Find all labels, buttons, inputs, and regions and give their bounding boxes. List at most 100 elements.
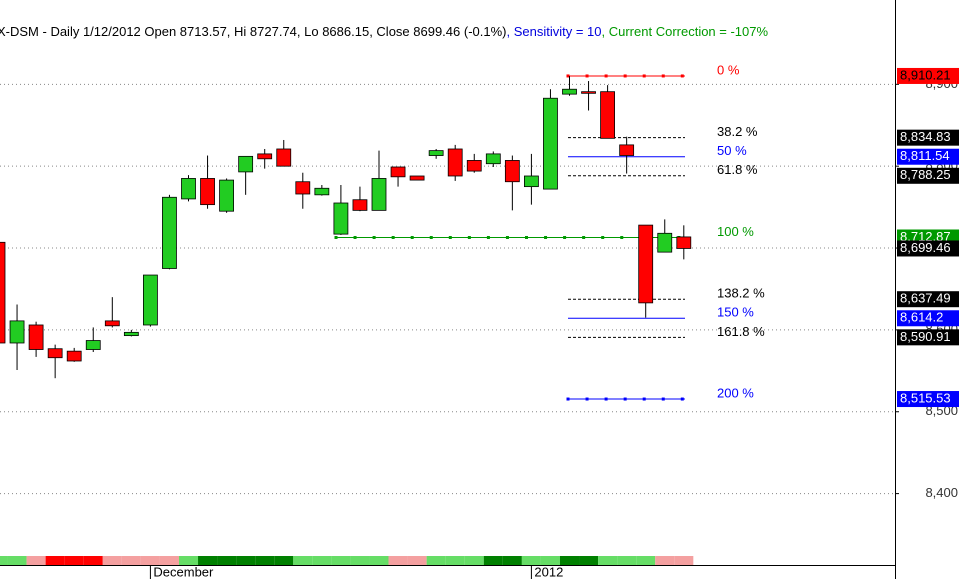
level-dot: [661, 74, 665, 78]
level-label: 100 %: [717, 224, 754, 239]
level-label: 200 %: [717, 385, 754, 400]
level-dot: [467, 235, 471, 239]
candle-body: [257, 153, 273, 160]
candle-body: [657, 232, 673, 253]
trend-segment: [617, 556, 637, 565]
level-dot: [585, 397, 589, 401]
candle-body: [333, 202, 349, 235]
level-dot: [623, 74, 627, 78]
trend-segment: [350, 556, 370, 565]
level-dot: [642, 397, 646, 401]
level-dot: [680, 74, 684, 78]
price-box: [897, 167, 959, 184]
trend-segment: [426, 556, 446, 565]
trend-segment: [293, 556, 313, 565]
trend-segment: [274, 556, 294, 565]
trend-segment: [369, 556, 389, 565]
trend-segment: [64, 556, 84, 565]
candle-body: [104, 320, 120, 327]
level-label: 150 %: [717, 305, 754, 320]
candle-body: [524, 175, 539, 188]
trend-segment: [159, 556, 179, 565]
price-box-label: 8,834.83: [900, 129, 951, 144]
trend-segment: [464, 556, 484, 565]
candle-body: [619, 144, 635, 156]
level-dot: [563, 235, 567, 239]
candle-body: [504, 160, 520, 183]
trend-segment: [579, 556, 599, 565]
price-box: [897, 391, 959, 408]
level-dot: [525, 235, 528, 239]
trend-segment: [483, 556, 503, 565]
price-box: [897, 291, 959, 308]
candle-body: [162, 196, 177, 269]
candle-body: [123, 331, 139, 337]
candle-body: [543, 97, 558, 190]
price-box: [897, 329, 959, 346]
price-box-label: 8,712.87: [900, 229, 951, 244]
candle-body: [276, 148, 292, 167]
last-price-box: [897, 240, 959, 257]
y-tick-label: 8,400: [925, 485, 958, 500]
current-correction: , Current Correction = -107%: [602, 24, 769, 39]
level-dot: [429, 235, 433, 239]
trend-segment: [445, 556, 465, 565]
price-box-label: 8,637.49: [900, 291, 951, 306]
candle-body: [409, 175, 425, 181]
candle-body: [676, 236, 692, 249]
trend-segment: [178, 556, 199, 565]
sensitivity: , Sensitivity = 10: [506, 24, 601, 39]
price-box: [897, 67, 959, 84]
level-dot: [623, 397, 627, 401]
candle-body: [581, 91, 596, 94]
candle-body: [390, 166, 406, 178]
trend-segment: [83, 556, 103, 565]
candles: [0, 76, 692, 379]
price-box: [897, 129, 959, 146]
level-dot: [585, 74, 589, 78]
price-box-label: 8,590.91: [900, 329, 951, 344]
level-dot: [391, 235, 395, 239]
level-dot: [486, 235, 490, 239]
candle-body: [66, 350, 82, 362]
level-dot: [642, 74, 646, 78]
title-row: X-DSM - Daily 1/12/2012 Open 8713.57, Hi…: [0, 24, 769, 39]
level-dot: [372, 235, 376, 239]
level-label: 38.2 %: [717, 124, 758, 139]
level-dot: [604, 74, 608, 78]
level-dot: [448, 235, 452, 239]
candle-body: [200, 178, 215, 206]
level-dot: [566, 397, 570, 401]
trend-segment: [598, 556, 618, 565]
candle-body: [28, 324, 44, 350]
candle-body: [314, 187, 330, 196]
trend-segment: [407, 556, 427, 565]
candle-body: [238, 155, 254, 173]
trend-segment: [540, 556, 560, 565]
candle-body: [219, 179, 235, 212]
trend-segment: [45, 556, 65, 565]
level-dot: [334, 235, 338, 239]
candle-body: [466, 160, 482, 172]
candle-body: [85, 340, 101, 350]
level-dot: [566, 74, 570, 78]
trend-segment: [198, 556, 218, 565]
candle-body: [142, 274, 158, 326]
candle-body: [638, 224, 654, 304]
price-box: [897, 148, 959, 165]
candle-body: [371, 178, 387, 211]
price-box-label: 8,811.54: [900, 148, 950, 163]
level-label: 61.8 %: [717, 162, 758, 177]
trend-segment: [7, 556, 27, 565]
last-price-label: 8,699.46: [900, 240, 951, 255]
trend-segment: [140, 556, 160, 565]
candle-body: [600, 91, 615, 139]
level-dot: [680, 397, 684, 401]
price-box-label: 8,614.2: [900, 310, 943, 325]
trend-segment: [255, 556, 275, 565]
level-dot: [582, 235, 586, 239]
trend-segment: [655, 556, 675, 565]
price-box: [897, 310, 959, 327]
